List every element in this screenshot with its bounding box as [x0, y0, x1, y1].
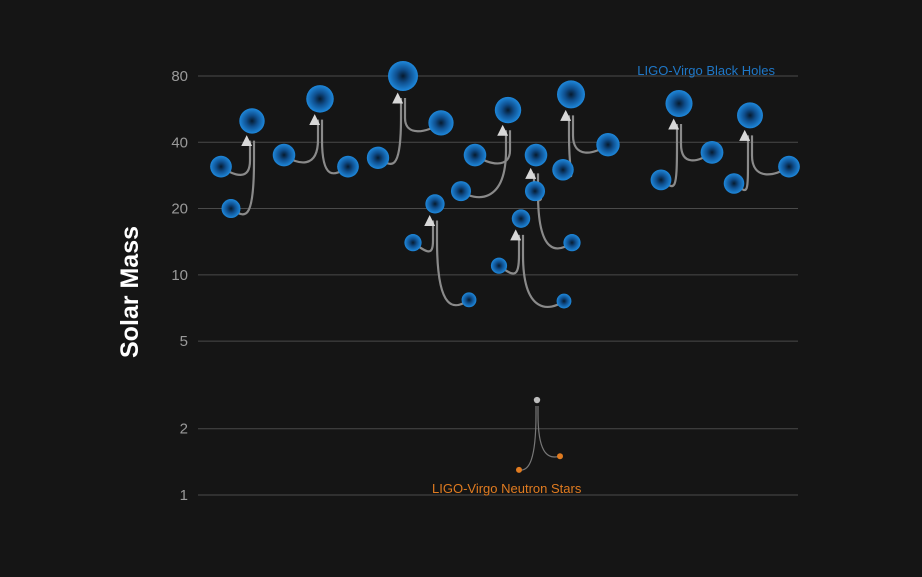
bh-progenitor-1 — [524, 181, 546, 202]
bh-remnant — [524, 143, 548, 167]
bh-merger-7 — [524, 143, 581, 252]
bh-progenitor-2 — [778, 155, 800, 178]
bh-progenitor-2 — [337, 155, 359, 178]
bh-merger-9 — [650, 89, 724, 191]
bh-remnant — [737, 102, 763, 129]
merger-curve — [537, 406, 561, 458]
ns-remnant — [533, 396, 541, 404]
bh-remnant — [511, 209, 531, 228]
bh-merger-5 — [450, 96, 522, 202]
y-tick-label-20: 20 — [171, 201, 188, 218]
bh-progenitor-1 — [272, 143, 296, 167]
bh-progenitor-2 — [463, 143, 487, 167]
y-tick-label-10: 10 — [171, 267, 188, 284]
ns-progenitor-2 — [557, 453, 563, 460]
bh-remnant — [557, 80, 585, 109]
y-axis-label: Solar Mass — [116, 226, 144, 358]
merger-curve — [521, 234, 565, 308]
bh-merger-6 — [490, 209, 572, 309]
merger-curve — [518, 406, 537, 471]
ns-merger — [516, 396, 563, 473]
merger-groups — [210, 61, 800, 473]
bh-remnant — [494, 96, 522, 124]
bh-progenitor-1 — [552, 159, 574, 181]
bh-progenitor-1 — [490, 257, 508, 274]
bh-progenitor-1 — [723, 173, 745, 194]
annotation-neutron-stars: LIGO-Virgo Neutron Stars — [432, 481, 582, 496]
bh-merger-1 — [210, 108, 265, 219]
bh-remnant — [388, 61, 418, 91]
y-tick-label-1: 1 — [180, 487, 188, 504]
bh-progenitor-2 — [700, 140, 724, 164]
bh-remnant — [665, 89, 693, 118]
y-tick-labels: 1 2 5 10 20 40 80 — [171, 68, 188, 504]
bh-remnant — [425, 194, 445, 214]
bh-progenitor-1 — [650, 169, 672, 191]
bh-progenitor-1 — [450, 181, 472, 202]
bh-merger-2 — [272, 85, 359, 178]
bh-progenitor-2 — [556, 293, 572, 309]
bh-progenitor-1 — [366, 146, 390, 169]
bh-progenitor-2 — [596, 133, 620, 157]
bh-progenitor-2 — [428, 110, 454, 136]
bh-progenitor-2 — [563, 234, 581, 252]
bh-progenitor-1 — [404, 234, 422, 252]
merger-curve — [435, 220, 470, 307]
bh-merger-8 — [552, 80, 620, 181]
bh-merger-4 — [404, 194, 477, 308]
bh-progenitor-2 — [461, 292, 477, 308]
y-tick-label-80: 80 — [171, 68, 188, 85]
bh-merger-10 — [723, 102, 800, 194]
ns-progenitor-1 — [516, 466, 522, 473]
bh-remnant — [239, 108, 265, 134]
annotation-black-holes: LIGO-Virgo Black Holes — [637, 63, 775, 78]
bh-progenitor-2 — [221, 199, 241, 219]
y-tick-label-40: 40 — [171, 134, 188, 151]
annotations: LIGO-Virgo Black Holes LIGO-Virgo Neutron… — [432, 63, 775, 496]
grid-lines — [198, 75, 798, 496]
y-tick-label-2: 2 — [180, 421, 188, 438]
y-tick-label-5: 5 — [180, 333, 188, 350]
bh-merger-3 — [366, 61, 454, 169]
bh-progenitor-1 — [210, 155, 232, 178]
bh-remnant — [306, 85, 334, 113]
